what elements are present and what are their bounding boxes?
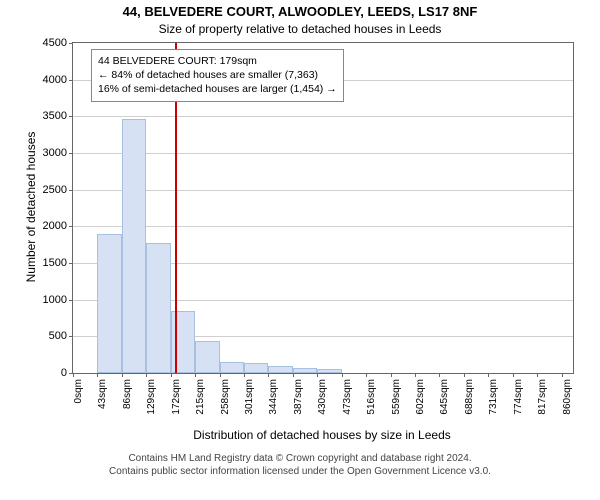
- page-title-line2: Size of property relative to detached ho…: [0, 22, 600, 36]
- x-tick-label: 215sqm: [195, 379, 206, 415]
- x-tick-mark: [317, 373, 318, 377]
- histogram-bar: [268, 366, 292, 373]
- x-tick-label: 645sqm: [439, 379, 450, 415]
- annotation-line: ← 84% of detached houses are smaller (7,…: [98, 68, 337, 82]
- x-tick-mark: [439, 373, 440, 377]
- y-tick-label: 2500: [43, 184, 67, 196]
- y-tick-label: 4500: [43, 37, 67, 49]
- y-tick-label: 0: [61, 367, 67, 379]
- x-tick-mark: [342, 373, 343, 377]
- y-axis-title: Number of detached houses: [24, 42, 38, 372]
- x-tick-label: 430sqm: [317, 379, 328, 415]
- x-tick-mark: [195, 373, 196, 377]
- x-tick-mark: [122, 373, 123, 377]
- histogram-bar: [122, 119, 146, 373]
- y-tick-label: 1000: [43, 294, 67, 306]
- histogram-bar: [97, 234, 121, 373]
- x-tick-mark: [464, 373, 465, 377]
- x-tick-label: 43sqm: [97, 379, 108, 409]
- x-tick-label: 258sqm: [220, 379, 231, 415]
- x-tick-label: 387sqm: [293, 379, 304, 415]
- page-title-line1: 44, BELVEDERE COURT, ALWOODLEY, LEEDS, L…: [0, 4, 600, 19]
- x-tick-mark: [366, 373, 367, 377]
- gridline-h: [73, 190, 573, 191]
- x-tick-mark: [293, 373, 294, 377]
- y-tick-label: 4000: [43, 74, 67, 86]
- x-tick-mark: [268, 373, 269, 377]
- x-tick-mark: [513, 373, 514, 377]
- x-tick-label: 301sqm: [244, 379, 255, 415]
- y-tick-mark: [69, 80, 73, 81]
- x-tick-label: 172sqm: [171, 379, 182, 415]
- y-tick-label: 3000: [43, 147, 67, 159]
- x-tick-mark: [220, 373, 221, 377]
- x-tick-mark: [537, 373, 538, 377]
- x-tick-mark: [562, 373, 563, 377]
- x-tick-label: 731sqm: [488, 379, 499, 415]
- y-tick-mark: [69, 116, 73, 117]
- x-tick-mark: [415, 373, 416, 377]
- histogram-bar: [293, 368, 317, 373]
- x-tick-label: 86sqm: [122, 379, 133, 409]
- histogram-bar: [195, 341, 219, 373]
- histogram-plot-area: 0500100015002000250030003500400045000sqm…: [72, 42, 574, 374]
- histogram-bar: [220, 362, 244, 373]
- x-tick-mark: [97, 373, 98, 377]
- histogram-bar: [317, 369, 341, 373]
- histogram-bar: [146, 243, 170, 373]
- gridline-h: [73, 226, 573, 227]
- y-tick-mark: [69, 300, 73, 301]
- attribution-footer: Contains HM Land Registry data © Crown c…: [0, 452, 600, 478]
- y-tick-mark: [69, 190, 73, 191]
- y-tick-mark: [69, 43, 73, 44]
- x-tick-label: 0sqm: [73, 379, 84, 403]
- x-tick-label: 860sqm: [562, 379, 573, 415]
- y-tick-label: 1500: [43, 257, 67, 269]
- x-tick-label: 473sqm: [342, 379, 353, 415]
- footer-line-2: Contains public sector information licen…: [0, 465, 600, 478]
- y-tick-label: 500: [49, 330, 67, 342]
- x-tick-mark: [391, 373, 392, 377]
- gridline-h: [73, 116, 573, 117]
- y-tick-label: 2000: [43, 220, 67, 232]
- x-tick-mark: [171, 373, 172, 377]
- y-tick-mark: [69, 263, 73, 264]
- gridline-h: [73, 153, 573, 154]
- annotation-box: 44 BELVEDERE COURT: 179sqm← 84% of detac…: [91, 49, 344, 102]
- x-tick-mark: [146, 373, 147, 377]
- x-axis-title: Distribution of detached houses by size …: [72, 428, 572, 442]
- x-tick-mark: [244, 373, 245, 377]
- x-tick-label: 688sqm: [464, 379, 475, 415]
- footer-line-1: Contains HM Land Registry data © Crown c…: [0, 452, 600, 465]
- y-tick-label: 3500: [43, 110, 67, 122]
- x-tick-label: 817sqm: [537, 379, 548, 415]
- annotation-line: 44 BELVEDERE COURT: 179sqm: [98, 54, 337, 68]
- x-tick-label: 774sqm: [513, 379, 524, 415]
- y-tick-mark: [69, 226, 73, 227]
- x-tick-label: 559sqm: [391, 379, 402, 415]
- x-tick-label: 344sqm: [268, 379, 279, 415]
- y-tick-mark: [69, 336, 73, 337]
- x-tick-mark: [73, 373, 74, 377]
- x-tick-label: 129sqm: [146, 379, 157, 415]
- annotation-line: 16% of semi-detached houses are larger (…: [98, 82, 337, 96]
- x-tick-label: 602sqm: [415, 379, 426, 415]
- histogram-bar: [244, 363, 268, 373]
- x-tick-mark: [488, 373, 489, 377]
- x-tick-label: 516sqm: [366, 379, 377, 415]
- y-tick-mark: [69, 153, 73, 154]
